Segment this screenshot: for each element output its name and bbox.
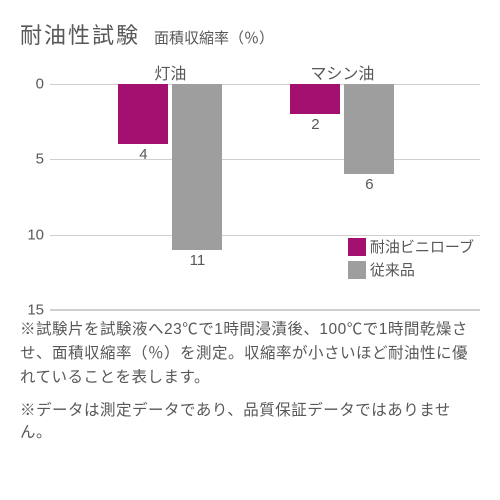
bar-prod	[118, 84, 168, 144]
x-category-label: 灯油	[154, 60, 186, 84]
y-axis: 051015	[20, 84, 48, 310]
bar-prod	[290, 84, 340, 114]
chart-title: 耐油性試験	[20, 18, 140, 50]
header: 耐油性試験 面積収縮率（％）	[20, 18, 480, 50]
legend: 耐油ビニローブ従来品	[348, 234, 474, 280]
bar-value-label: 4	[139, 146, 147, 163]
disclaimer: ※データは測定データであり、品質保証データではありません。	[20, 398, 480, 442]
y-tick-label: 5	[20, 151, 44, 168]
x-axis-labels: 灯油 マシン油	[50, 60, 480, 84]
x-category-label: マシン油	[310, 60, 374, 84]
chart: 灯油マシン油 051015 41126 耐油ビニローブ従来品	[20, 60, 480, 310]
bar-conv	[172, 84, 222, 250]
legend-label: 従来品	[370, 259, 415, 280]
gridline	[50, 159, 480, 160]
footnote: ※試験片を試験液へ23℃で1時間浸漬後、100℃で1時間乾燥させ、面積収縮率（％…	[20, 318, 480, 390]
legend-swatch	[348, 261, 366, 279]
legend-swatch	[348, 238, 366, 256]
gridline	[50, 310, 480, 311]
gridline	[50, 84, 480, 85]
y-tick-label: 15	[20, 302, 44, 319]
legend-item: 従来品	[348, 259, 474, 280]
legend-label: 耐油ビニローブ	[370, 236, 474, 257]
bar-value-label: 11	[190, 252, 206, 269]
bar-value-label: 6	[365, 176, 373, 193]
bar-conv	[344, 84, 394, 174]
y-tick-label: 10	[20, 226, 44, 243]
bar-value-label: 2	[311, 116, 319, 133]
chart-subtitle: 面積収縮率（％）	[154, 27, 274, 48]
legend-item: 耐油ビニローブ	[348, 236, 474, 257]
y-tick-label: 0	[20, 76, 44, 93]
